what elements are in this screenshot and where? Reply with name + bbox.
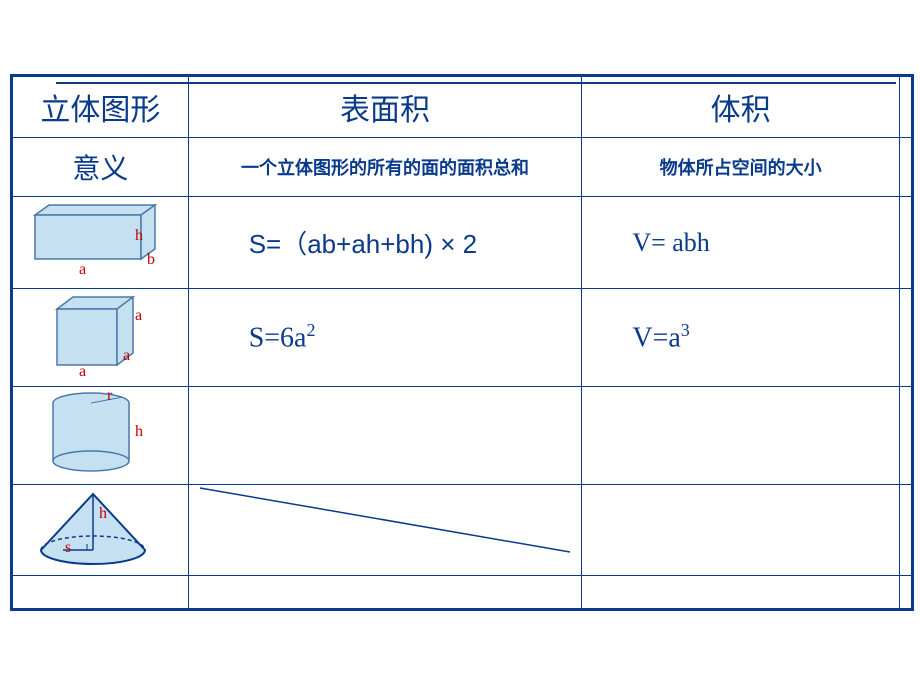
footer-row <box>13 576 912 609</box>
cuboid-dim-h: h <box>135 227 143 245</box>
cuboid-icon <box>13 197 183 283</box>
cuboid-row: h b a S=（ab+ah+bh) × 2 V= abh <box>13 197 912 289</box>
cone-cell: h s <box>13 485 189 576</box>
header-volume: 体积 <box>582 77 900 138</box>
cone-row: h s <box>13 485 912 576</box>
cone-dim-s: s <box>65 539 71 557</box>
cylinder-dim-r: r <box>107 387 112 405</box>
cone-volume <box>582 485 900 576</box>
meaning-row: 意义 一个立体图形的所有的面的面积总和 物体所占空间的大小 <box>13 138 912 197</box>
cuboid-volume: V= abh <box>582 197 900 289</box>
cone-surface <box>188 485 582 576</box>
cuboid-surface: S=（ab+ah+bh) × 2 <box>188 197 582 289</box>
header-surface-area: 表面积 <box>188 77 582 138</box>
cube-row: a a a S=6a2 V=a3 <box>13 289 912 387</box>
cube-dim-a1: a <box>135 307 142 325</box>
header-shape: 立体图形 <box>13 77 189 138</box>
cylinder-row: r h <box>13 387 912 485</box>
formula-table: 立体图形 表面积 体积 意义 一个立体图形的所有的面的面积总和 物体所占空间的大… <box>12 76 912 609</box>
cylinder-surface <box>188 387 582 485</box>
cylinder-icon <box>13 387 183 479</box>
cone-dim-h: h <box>99 505 107 523</box>
cube-dim-a3: a <box>79 363 86 381</box>
cuboid-cell: h b a <box>13 197 189 289</box>
meaning-label: 意义 <box>13 138 189 197</box>
meaning-volume: 物体所占空间的大小 <box>582 138 900 197</box>
cube-volume-base: V=a <box>632 323 680 354</box>
cube-surface: S=6a2 <box>188 289 582 387</box>
cube-volume-sup: 3 <box>681 320 690 340</box>
cylinder-volume <box>582 387 900 485</box>
formula-table-container: 立体图形 表面积 体积 意义 一个立体图形的所有的面的面积总和 物体所占空间的大… <box>10 74 914 611</box>
cube-surface-sup: 2 <box>306 320 315 340</box>
cube-volume: V=a3 <box>582 289 900 387</box>
cuboid-dim-b: b <box>147 251 155 269</box>
cylinder-cell: r h <box>13 387 189 485</box>
header-row: 立体图形 表面积 体积 <box>13 77 912 138</box>
cylinder-dim-h: h <box>135 423 143 441</box>
cube-icon <box>13 289 183 381</box>
cube-cell: a a a <box>13 289 189 387</box>
cone-icon <box>13 488 183 568</box>
meaning-surface: 一个立体图形的所有的面的面积总和 <box>188 138 582 197</box>
cuboid-volume-formula: V= abh <box>632 228 709 257</box>
cuboid-dim-a: a <box>79 261 86 279</box>
cube-dim-a2: a <box>123 347 130 365</box>
cube-surface-base: S=6a <box>249 323 307 354</box>
header-spacer <box>900 77 912 138</box>
cuboid-surface-formula: S=（ab+ah+bh) × 2 <box>249 229 477 259</box>
